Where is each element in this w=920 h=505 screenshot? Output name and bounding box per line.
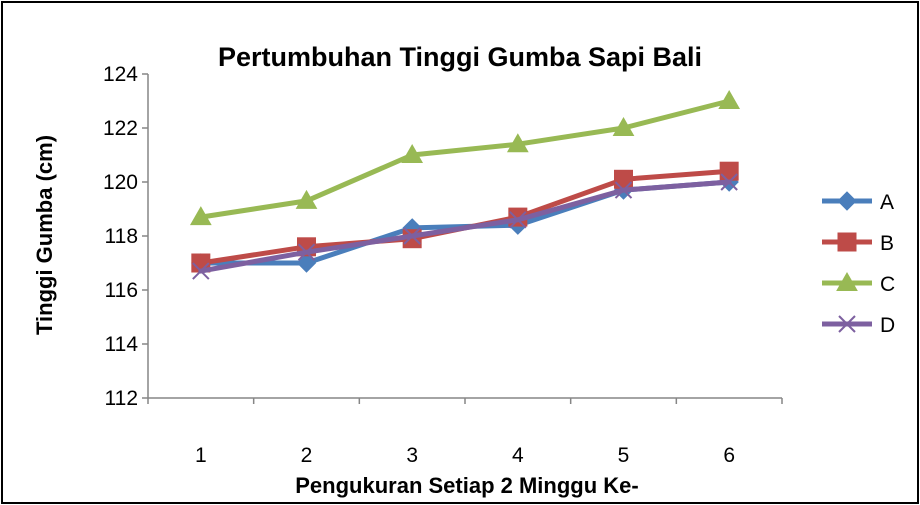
legend-item-c: C	[822, 271, 895, 296]
x-axis-title: Pengukuran Setiap 2 Minggu Ke-	[295, 473, 638, 498]
x-marker-stroke	[720, 173, 738, 191]
data-point	[614, 181, 633, 199]
legend-marker	[838, 315, 856, 333]
x-marker-stroke	[509, 211, 527, 229]
data-point	[719, 161, 739, 181]
legend-label: C	[880, 273, 895, 296]
series-line	[198, 168, 732, 266]
legend-label: D	[880, 314, 895, 337]
data-point	[189, 206, 212, 226]
data-point	[403, 227, 421, 245]
y-tick-label: 118	[105, 225, 138, 248]
data-point	[297, 243, 316, 261]
data-point	[296, 253, 317, 273]
chart-title: Pertumbuhan Tinggi Gumba Sapi Bali	[218, 42, 702, 72]
axes: 112 114 116 118 120 122 124 1 2 3 4 5 6	[103, 63, 783, 467]
x-tick-label: 2	[301, 444, 313, 467]
x-marker-stroke	[192, 262, 210, 280]
legend-item-d: D	[822, 314, 895, 337]
x-tick-label: 4	[512, 444, 524, 467]
data-point	[192, 262, 210, 280]
data-point	[718, 89, 741, 109]
data-point	[506, 133, 529, 153]
data-point	[612, 116, 635, 136]
y-tick-label: 120	[103, 171, 138, 194]
x-tick-label: 3	[406, 444, 418, 467]
x-marker-stroke	[838, 315, 856, 333]
y-tick-label: 122	[103, 117, 138, 140]
data-point	[295, 189, 318, 209]
x-marker-stroke	[614, 181, 633, 199]
series-line	[198, 98, 732, 220]
y-tick-label: 124	[103, 63, 138, 86]
series-layer	[189, 89, 741, 280]
legend-item-a: A	[822, 191, 894, 214]
x-marker-stroke	[297, 243, 316, 261]
series-d	[192, 173, 738, 280]
data-point	[509, 211, 527, 229]
legend-marker	[837, 191, 857, 211]
y-tick-label: 112	[105, 387, 138, 410]
x-marker-stroke	[403, 227, 421, 245]
x-tick-label: 5	[618, 444, 630, 467]
legend-item-b: B	[822, 232, 894, 255]
x-tick-label: 6	[723, 444, 735, 467]
data-point	[401, 143, 424, 163]
legend-label: B	[880, 232, 894, 255]
legend-label: A	[880, 191, 894, 214]
series-c	[189, 89, 741, 226]
x-tick-label: 1	[195, 444, 207, 467]
y-tick-label: 116	[105, 279, 138, 302]
legend-marker	[837, 232, 857, 252]
y-tick-label: 114	[105, 333, 139, 356]
y-axis-title: Tinggi Gumba (cm)	[32, 135, 57, 335]
legend-marker	[836, 271, 858, 291]
series-line	[198, 179, 732, 274]
data-point	[614, 169, 633, 189]
data-point	[720, 173, 738, 191]
